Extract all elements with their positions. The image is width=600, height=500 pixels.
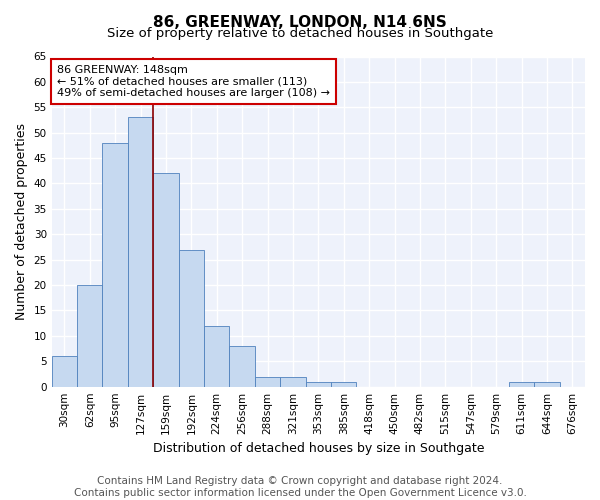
Bar <box>128 118 153 386</box>
Bar <box>509 382 534 386</box>
Y-axis label: Number of detached properties: Number of detached properties <box>15 123 28 320</box>
Bar <box>179 250 204 386</box>
Bar <box>255 376 280 386</box>
Bar <box>534 382 560 386</box>
Text: Size of property relative to detached houses in Southgate: Size of property relative to detached ho… <box>107 28 493 40</box>
Text: 86, GREENWAY, LONDON, N14 6NS: 86, GREENWAY, LONDON, N14 6NS <box>153 15 447 30</box>
Bar <box>103 143 128 386</box>
Bar <box>280 376 305 386</box>
Bar <box>305 382 331 386</box>
Bar <box>153 174 179 386</box>
Bar <box>52 356 77 386</box>
Bar <box>204 326 229 386</box>
Text: Contains HM Land Registry data © Crown copyright and database right 2024.
Contai: Contains HM Land Registry data © Crown c… <box>74 476 526 498</box>
X-axis label: Distribution of detached houses by size in Southgate: Distribution of detached houses by size … <box>152 442 484 455</box>
Text: 86 GREENWAY: 148sqm
← 51% of detached houses are smaller (113)
49% of semi-detac: 86 GREENWAY: 148sqm ← 51% of detached ho… <box>57 65 330 98</box>
Bar <box>229 346 255 387</box>
Bar <box>77 285 103 386</box>
Bar <box>331 382 356 386</box>
